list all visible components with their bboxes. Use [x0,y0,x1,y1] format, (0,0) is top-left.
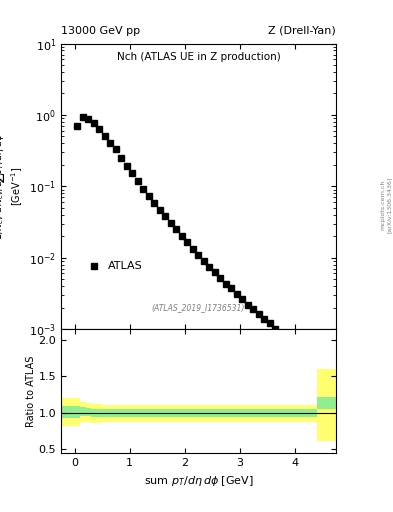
Text: Z (Drell-Yan): Z (Drell-Yan) [268,26,336,36]
Text: ATLAS: ATLAS [108,261,142,271]
Text: mcplots.cern.ch: mcplots.cern.ch [381,180,386,230]
Text: [arXiv:1306.3436]: [arXiv:1306.3436] [387,177,391,233]
Text: (ATLAS_2019_I1736531): (ATLAS_2019_I1736531) [152,303,245,312]
X-axis label: sum $p_T/d\eta\,d\phi$ [GeV]: sum $p_T/d\eta\,d\phi$ [GeV] [143,474,253,487]
Y-axis label: Ratio to ATLAS: Ratio to ATLAS [26,355,35,426]
Text: 13000 GeV pp: 13000 GeV pp [61,26,140,36]
Y-axis label: $1/N_{ev}\;dN_{ev}/d\!\sum\! p_T/d\eta\,d\phi$
$[\mathrm{GeV}^{-1}]$: $1/N_{ev}\;dN_{ev}/d\!\sum\! p_T/d\eta\,… [0,133,25,240]
Text: Nch (ATLAS UE in Z production): Nch (ATLAS UE in Z production) [117,52,280,62]
